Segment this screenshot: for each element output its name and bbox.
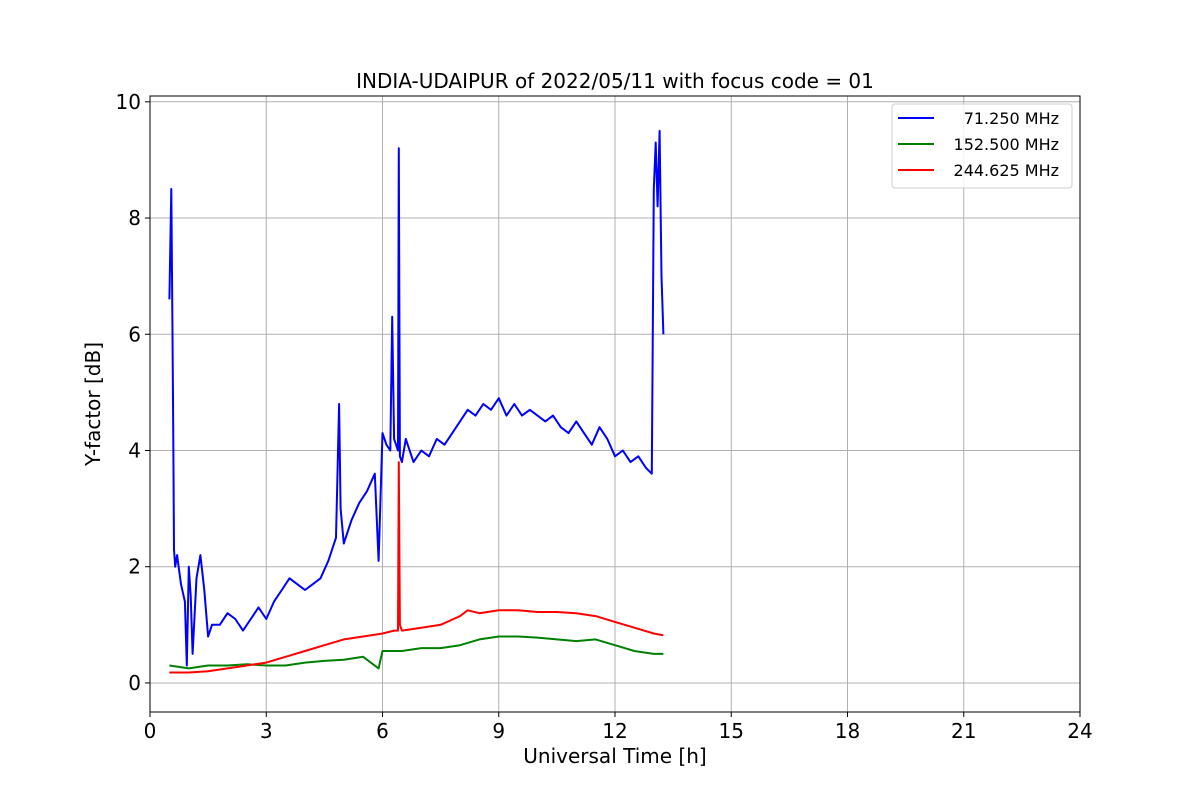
legend-label-2: 244.625 MHz (954, 161, 1059, 180)
series-line-0 (168, 129, 665, 667)
x-axis-label: Universal Time [h] (523, 744, 706, 768)
y-tick-label: 6 (128, 322, 141, 346)
legend-label-1: 152.500 MHz (954, 135, 1059, 154)
x-tick-label: 6 (376, 719, 389, 743)
y-axis-label: Y-factor [dB] (81, 342, 105, 467)
legend: 71.250 MHz 152.500 MHz 244.625 MHz (891, 103, 1073, 189)
series-layer (168, 129, 665, 674)
x-tick-label: 18 (835, 719, 860, 743)
y-tick-label: 2 (128, 555, 141, 579)
chart-title: INDIA-UDAIPUR of 2022/05/11 with focus c… (356, 69, 874, 93)
x-tick-label: 9 (492, 719, 505, 743)
y-tick-label: 4 (128, 438, 141, 462)
legend-box (891, 103, 1073, 189)
x-tick-label: 12 (602, 719, 627, 743)
y-tick-label: 0 (128, 671, 141, 695)
x-tick-label: 15 (719, 719, 744, 743)
y-tick-label: 8 (128, 206, 141, 230)
x-tick-label: 3 (260, 719, 273, 743)
x-tick-label: 21 (951, 719, 976, 743)
series-line-2 (169, 461, 664, 674)
x-tick-label: 0 (144, 719, 157, 743)
x-tick-label: 24 (1067, 719, 1092, 743)
legend-label-0: 71.250 MHz (964, 109, 1059, 128)
y-tick-label: 10 (116, 90, 141, 114)
